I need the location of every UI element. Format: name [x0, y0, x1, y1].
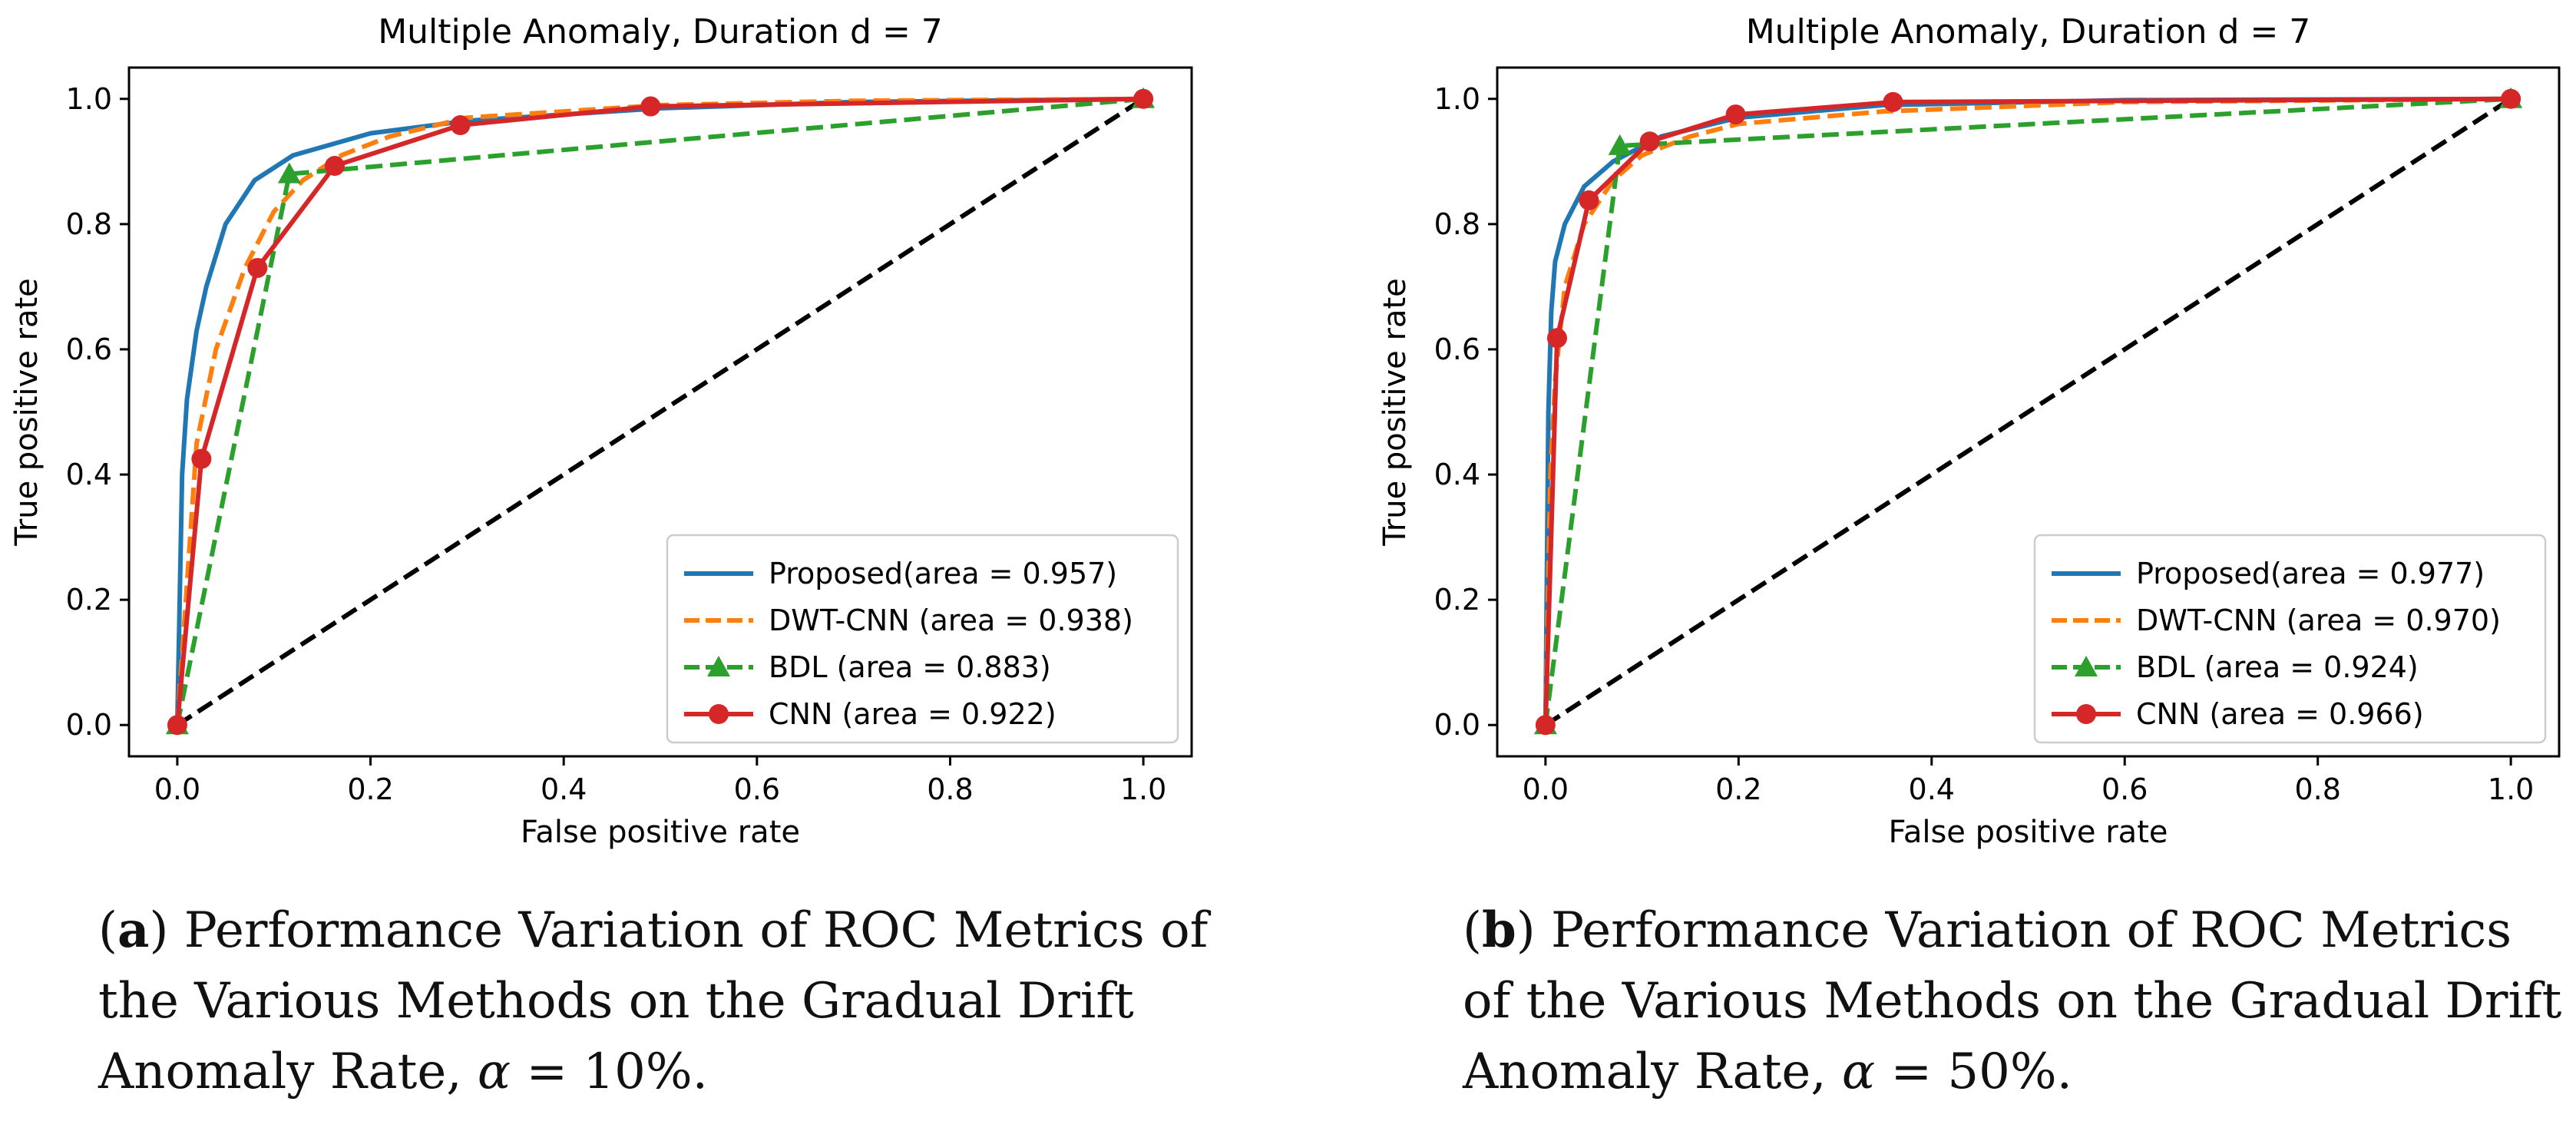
- x-axis-label: False positive rate: [1889, 815, 2168, 850]
- y-tick-label: 0.8: [1434, 207, 1480, 241]
- data-point-cnn: [1579, 190, 1599, 210]
- data-point-bdl: [277, 162, 301, 184]
- axes-frame: [1496, 66, 2561, 758]
- x-tick-label: 0.6: [2101, 772, 2148, 806]
- x-tick-label: 0.4: [541, 772, 587, 806]
- y-tick-label: 1.0: [1434, 82, 1480, 116]
- legend-label-bdl: BDL (area = 0.883): [769, 650, 1051, 684]
- legend-label-cnn: CNN (area = 0.966): [2136, 697, 2424, 731]
- x-tick-label: 0.2: [1715, 772, 1761, 806]
- data-point-cnn: [2501, 88, 2521, 109]
- x-tick-label: 0.6: [734, 772, 780, 806]
- caption-label: a: [117, 901, 150, 959]
- y-axis-label: True positive rate: [1377, 278, 1413, 547]
- y-tick-label: 0.0: [66, 708, 112, 742]
- series-line-chance: [176, 97, 1145, 727]
- series-line-proposed: [1543, 96, 2512, 726]
- legend-label-dwt-cnn: DWT-CNN (area = 0.970): [2136, 604, 2501, 637]
- chart-title: Multiple Anomaly, Duration d = 7: [1746, 12, 2311, 51]
- data-point-cnn: [247, 257, 268, 278]
- legend-label-proposed: Proposed(area = 0.977): [2136, 557, 2485, 590]
- data-point-cnn: [1639, 131, 1660, 152]
- legend-marker-cnn: [709, 704, 729, 724]
- x-tick-label: 0.2: [347, 772, 393, 806]
- legend-label-dwt-cnn: DWT-CNN (area = 0.938): [769, 604, 1133, 637]
- data-point-cnn: [324, 156, 345, 177]
- legend-box: [666, 534, 1179, 744]
- legend-marker-bdl: [707, 656, 730, 676]
- y-tick-label: 0.4: [1434, 458, 1480, 491]
- chart-panel-a: Multiple Anomaly, Duration d = 7 0.0 0.2 0.…: [9, 12, 1193, 850]
- data-point-cnn: [167, 715, 187, 736]
- x-tick-label: 1.0: [1120, 772, 1166, 806]
- y-tick-label: 0.0: [1434, 708, 1480, 742]
- x-tick-label: 0.4: [1909, 772, 1955, 806]
- y-axis-label: True positive rate: [9, 278, 45, 547]
- x-tick-label: 0.8: [927, 772, 973, 806]
- data-point-cnn: [1535, 715, 1556, 736]
- legend-label-proposed: Proposed(area = 0.957): [769, 557, 1117, 590]
- legend-label-cnn: CNN (area = 0.922): [769, 697, 1057, 731]
- legend: Proposed(area = 0.957) DWT-CNN (area = 0.…: [666, 534, 1179, 744]
- data-point-cnn: [1133, 88, 1154, 109]
- caption-line-3-post: = 50%.: [1875, 1043, 2072, 1100]
- caption-b: (b) Performance Variation of ROC Metrics…: [1463, 901, 2562, 1100]
- legend-label-bdl: BDL (area = 0.924): [2136, 650, 2419, 684]
- chart-title: Multiple Anomaly, Duration d = 7: [378, 12, 943, 51]
- caption-line-2: of the Various Methods on the Gradual Dr…: [1463, 973, 2562, 1030]
- legend-marker-cnn: [2076, 704, 2096, 724]
- legend-box: [2033, 534, 2547, 744]
- y-tick-label: 0.6: [66, 332, 112, 366]
- axes-frame: [127, 66, 1193, 758]
- alpha-symbol: α: [1841, 1043, 1876, 1100]
- caption-line-2: the Various Methods on the Gradual Drift: [98, 973, 1134, 1030]
- series-line-chance: [1544, 97, 2512, 727]
- y-tick-label: 0.8: [66, 207, 112, 241]
- x-tick-label: 0.8: [2294, 772, 2340, 806]
- data-point-cnn: [1546, 328, 1567, 349]
- caption-a: (a) Performance Variation of ROC Metrics…: [98, 901, 1209, 1100]
- legend-marker-bdl: [2075, 656, 2098, 676]
- x-tick-label: 1.0: [2488, 772, 2534, 806]
- x-axis-label: False positive rate: [521, 815, 800, 850]
- y-tick-label: 0.2: [66, 583, 112, 617]
- x-tick-label: 0.0: [1523, 772, 1569, 806]
- y-tick-label: 0.6: [1434, 332, 1480, 366]
- data-point-cnn: [1725, 104, 1746, 125]
- alpha-symbol: α: [477, 1043, 511, 1100]
- series-line-bdl: [174, 96, 1144, 726]
- legend: Proposed(area = 0.977) DWT-CNN (area = 0.…: [2033, 534, 2547, 744]
- caption-line-3-pre: Anomaly Rate,: [1463, 1043, 1842, 1100]
- data-point-cnn: [640, 96, 661, 117]
- data-point-cnn: [1883, 91, 1903, 112]
- x-tick-label: 0.0: [154, 772, 200, 806]
- y-tick-label: 1.0: [66, 82, 112, 116]
- caption-label: b: [1481, 901, 1516, 959]
- caption-line-3-pre: Anomaly Rate,: [98, 1043, 478, 1100]
- y-tick-label: 0.2: [1434, 583, 1480, 617]
- data-point-cnn: [450, 115, 471, 136]
- caption-line-1: Performance Variation of ROC Metrics of: [168, 902, 1209, 959]
- caption-line-3-post: = 10%.: [511, 1043, 708, 1100]
- data-point-bdl: [1608, 134, 1632, 155]
- chart-panel-b: Multiple Anomaly, Duration d = 7 0.0 0.2 0.…: [1377, 12, 2561, 850]
- y-tick-label: 0.4: [66, 458, 112, 491]
- caption-line-1: Performance Variation of ROC Metrics: [1535, 902, 2512, 959]
- data-point-cnn: [191, 448, 212, 469]
